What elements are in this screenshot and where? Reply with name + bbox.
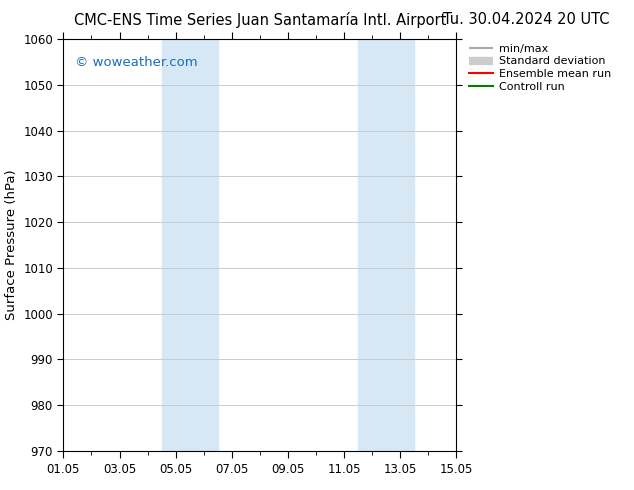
Text: © woweather.com: © woweather.com — [75, 56, 198, 69]
Text: Tu. 30.04.2024 20 UTC: Tu. 30.04.2024 20 UTC — [443, 12, 609, 27]
Text: CMC-ENS Time Series Juan Santamaría Intl. Airport: CMC-ENS Time Series Juan Santamaría Intl… — [74, 12, 446, 28]
Bar — [162, 39, 218, 451]
Legend: min/max, Standard deviation, Ensemble mean run, Controll run: min/max, Standard deviation, Ensemble me… — [464, 39, 616, 97]
Bar — [358, 39, 415, 451]
Y-axis label: Surface Pressure (hPa): Surface Pressure (hPa) — [4, 170, 18, 320]
